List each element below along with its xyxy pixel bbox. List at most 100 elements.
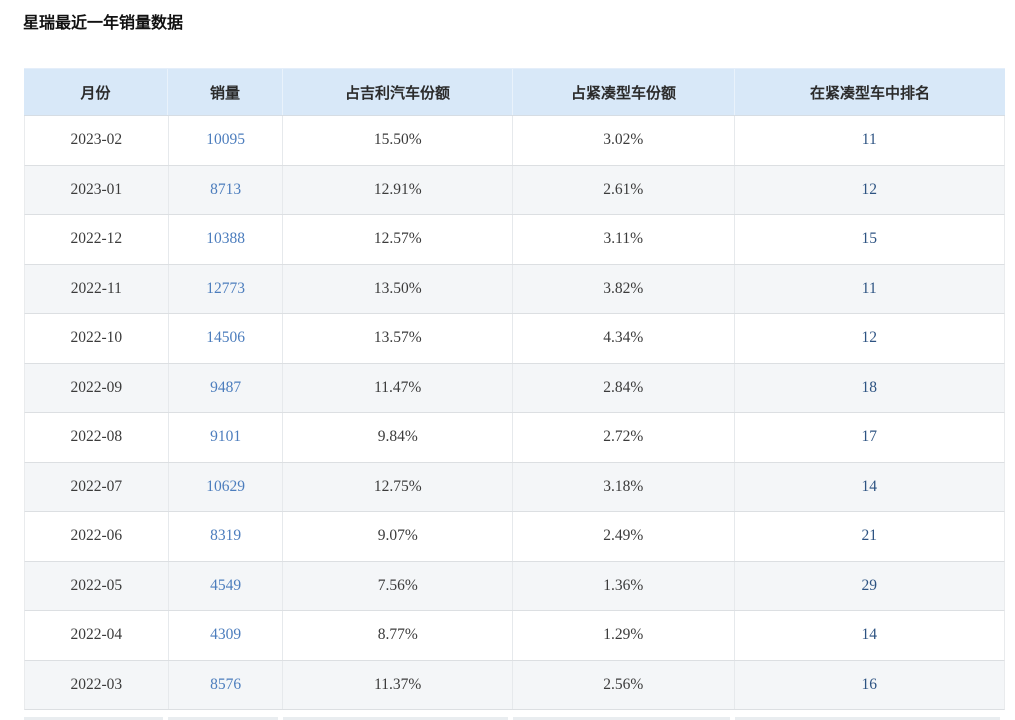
rank-cell: 12 — [735, 166, 1004, 215]
rank-cell: 15 — [735, 215, 1004, 264]
month-cell: 2022-10 — [25, 314, 169, 363]
rank-link[interactable]: 17 — [861, 428, 878, 446]
table-row: 2022-06 8319 9.07% 2.49% 21 — [24, 512, 1005, 562]
next-row-segment — [168, 717, 278, 720]
rank-link[interactable]: 15 — [861, 230, 878, 248]
next-row-segment — [283, 717, 508, 720]
rank-cell: 17 — [735, 413, 1004, 462]
table-row: 2022-11 12773 13.50% 3.82% 11 — [24, 264, 1005, 314]
geely-share-cell: 9.07% — [283, 512, 513, 561]
geely-share-cell: 12.75% — [283, 462, 513, 511]
sales-cell: 4309 — [169, 611, 284, 660]
month-cell: 2022-07 — [25, 462, 169, 511]
compact-share-cell: 4.34% — [513, 314, 735, 363]
rank-link[interactable]: 14 — [861, 477, 878, 495]
table-row: 2022-12 10388 12.57% 3.11% 15 — [24, 215, 1005, 265]
table-row: 2023-01 8713 12.91% 2.61% 12 — [24, 165, 1005, 215]
month-cell: 2022-06 — [25, 512, 169, 561]
sales-cell: 8713 — [169, 165, 284, 214]
compact-share-cell: 2.72% — [513, 413, 735, 462]
rank-cell: 14 — [735, 463, 1004, 512]
rank-link[interactable]: 11 — [861, 279, 877, 297]
geely-share-cell: 11.47% — [283, 363, 513, 412]
sales-cell: 4549 — [169, 561, 284, 610]
rank-link[interactable]: 12 — [861, 329, 878, 347]
sales-link[interactable]: 10388 — [206, 230, 245, 248]
table-row: 2023-02 10095 15.50% 3.02% 11 — [24, 116, 1005, 166]
table-row: 2022-03 8576 11.37% 2.56% 16 — [24, 660, 1005, 710]
header-cell-sales: 销量 — [168, 69, 283, 115]
sales-cell: 10095 — [169, 116, 284, 165]
sales-cell: 10629 — [169, 462, 284, 511]
month-cell: 2022-05 — [25, 561, 169, 610]
sales-link[interactable]: 8576 — [210, 675, 242, 693]
rank-cell: 12 — [735, 314, 1004, 363]
rank-link[interactable]: 14 — [861, 626, 878, 644]
sales-cell: 9487 — [169, 363, 284, 412]
sales-link[interactable]: 9101 — [210, 428, 242, 446]
geely-share-cell: 13.57% — [283, 314, 513, 363]
table-row: 2022-09 9487 11.47% 2.84% 18 — [24, 363, 1005, 413]
sales-cell: 12773 — [169, 264, 284, 313]
geely-share-cell: 15.50% — [283, 116, 513, 165]
sales-link[interactable]: 10095 — [206, 131, 245, 149]
geely-share-cell: 8.77% — [283, 611, 513, 660]
rank-link[interactable]: 16 — [861, 675, 878, 693]
sales-link[interactable]: 4549 — [210, 576, 242, 594]
geely-share-cell: 12.57% — [283, 215, 513, 264]
sales-cell: 10388 — [169, 215, 284, 264]
sales-link[interactable]: 8319 — [210, 527, 242, 545]
rank-link[interactable]: 18 — [861, 378, 878, 396]
month-cell: 2022-12 — [25, 215, 169, 264]
table-row: 2022-10 14506 13.57% 4.34% 12 — [24, 314, 1005, 364]
sales-link[interactable]: 4309 — [210, 626, 242, 644]
sales-cell: 8319 — [169, 512, 284, 561]
sales-link[interactable]: 10629 — [206, 477, 245, 495]
header-cell-month: 月份 — [24, 69, 168, 115]
month-cell: 2022-08 — [25, 413, 169, 462]
rank-cell: 18 — [735, 364, 1004, 413]
rank-cell: 11 — [735, 116, 1004, 165]
rank-cell: 11 — [735, 265, 1004, 314]
header-cell-compact-share: 占紧凑型车份额 — [513, 69, 735, 115]
geely-share-cell: 11.37% — [283, 660, 513, 709]
month-cell: 2022-03 — [25, 660, 169, 709]
compact-share-cell: 1.36% — [513, 561, 735, 610]
sales-link[interactable]: 14506 — [206, 329, 245, 347]
sales-link[interactable]: 8713 — [210, 180, 242, 198]
rank-cell: 16 — [735, 661, 1004, 710]
table-body: 2023-02 10095 15.50% 3.02% 11 2023-01 8713 12.9… — [24, 116, 1005, 710]
table-row: 2022-07 10629 12.75% 3.18% 14 — [24, 462, 1005, 512]
compact-share-cell: 3.18% — [513, 462, 735, 511]
next-row-clipped-edge — [24, 717, 1005, 720]
table-header-row: 月份 销量 占吉利汽车份额 占紧凑型车份额 在紧凑型车中排名 — [24, 68, 1005, 116]
compact-share-cell: 1.29% — [513, 611, 735, 660]
rank-cell: 29 — [735, 562, 1004, 611]
compact-share-cell: 2.84% — [513, 363, 735, 412]
month-cell: 2022-04 — [25, 611, 169, 660]
compact-share-cell: 2.56% — [513, 660, 735, 709]
rank-link[interactable]: 11 — [861, 131, 877, 149]
sales-cell: 8576 — [169, 660, 284, 709]
geely-share-cell: 13.50% — [283, 264, 513, 313]
compact-share-cell: 2.61% — [513, 165, 735, 214]
next-row-segment — [513, 717, 730, 720]
sales-cell: 14506 — [169, 314, 284, 363]
compact-share-cell: 3.82% — [513, 264, 735, 313]
sales-link[interactable]: 9487 — [210, 378, 242, 396]
month-cell: 2023-02 — [25, 116, 169, 165]
compact-share-cell: 2.49% — [513, 512, 735, 561]
month-cell: 2022-11 — [25, 264, 169, 313]
geely-share-cell: 9.84% — [283, 413, 513, 462]
header-cell-compact-rank: 在紧凑型车中排名 — [809, 84, 930, 102]
sales-link[interactable]: 12773 — [206, 279, 245, 297]
rank-link[interactable]: 29 — [861, 576, 878, 594]
rank-link[interactable]: 21 — [861, 527, 878, 545]
geely-share-cell: 12.91% — [283, 165, 513, 214]
rank-link[interactable]: 12 — [861, 180, 878, 198]
compact-share-cell: 3.02% — [513, 116, 735, 165]
header-cell-geely-share: 占吉利汽车份额 — [283, 69, 513, 115]
page-title: 星瑞最近一年销量数据 — [23, 15, 184, 32]
table-row: 2022-04 4309 8.77% 1.29% 14 — [24, 611, 1005, 661]
